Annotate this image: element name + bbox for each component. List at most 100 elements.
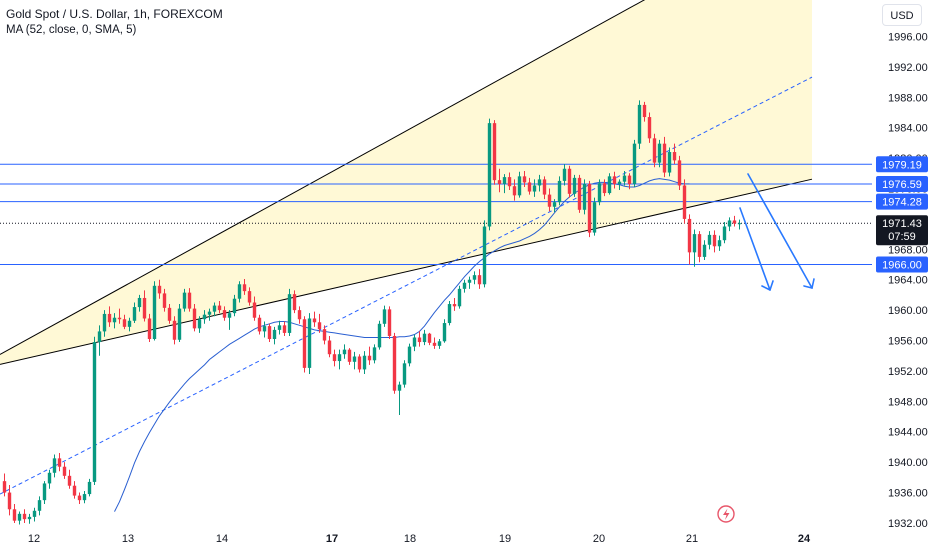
level-badge-text: 1966.00 <box>882 260 922 272</box>
candle-body <box>557 180 562 203</box>
candle-body <box>42 483 47 501</box>
candle-body <box>67 475 72 486</box>
symbol-title[interactable]: Gold Spot / U.S. Dollar, 1h, FOREXCOM <box>6 7 223 21</box>
candle-body <box>157 285 162 294</box>
candle-body <box>677 160 682 186</box>
candle-body <box>492 123 497 181</box>
candle-body <box>247 291 252 303</box>
candle-body <box>542 179 547 195</box>
candle-body <box>642 104 647 118</box>
arrow-stroke-2 <box>747 173 813 289</box>
candle-body <box>502 177 507 184</box>
x-tick-label: 17 <box>326 533 338 545</box>
price-axis[interactable]: 1996.001992.001988.001984.001980.001976.… <box>888 31 928 529</box>
candle-body <box>612 176 617 184</box>
channel-layer <box>0 0 813 495</box>
x-tick-label: 20 <box>593 533 605 545</box>
channel-upper-line <box>0 0 646 355</box>
candle-body <box>172 320 177 340</box>
candle-body <box>47 472 52 484</box>
currency-button[interactable]: USD <box>882 4 922 26</box>
candle-body <box>32 510 37 517</box>
candle-body <box>252 302 257 318</box>
lightning-icon[interactable] <box>717 505 735 523</box>
candle-body <box>217 305 222 311</box>
chart-legend: Gold Spot / U.S. Dollar, 1h, FOREXCOM MA… <box>6 6 223 38</box>
candle-body <box>147 318 152 340</box>
candle-body <box>167 307 172 321</box>
y-tick-label: 1952.00 <box>888 366 928 378</box>
candle-body <box>282 325 287 333</box>
level-badge <box>876 193 928 210</box>
candle-body <box>237 284 242 299</box>
candle-body <box>392 335 397 391</box>
candle-body <box>407 346 412 364</box>
candle-body <box>372 347 377 361</box>
candle-body <box>267 326 272 340</box>
candle-body <box>187 292 192 309</box>
candle-body <box>692 234 697 253</box>
candle-body <box>207 311 212 315</box>
candle-body <box>537 179 542 186</box>
candle-body <box>272 329 277 340</box>
candle-body <box>562 168 567 181</box>
candle-body <box>547 194 552 207</box>
candle-body <box>607 176 612 194</box>
candle-body <box>707 234 712 245</box>
candle-body <box>317 322 322 330</box>
candle-body <box>202 314 207 320</box>
candle-body <box>227 313 232 318</box>
candle-body <box>367 355 372 361</box>
candles-layer <box>2 100 742 525</box>
candle-body <box>552 202 557 207</box>
candle-body <box>687 218 692 253</box>
indicator-label[interactable]: MA (52, close, 0, SMA, 5) <box>6 24 137 36</box>
candle-body <box>27 516 32 520</box>
candle-body <box>602 183 607 194</box>
candle-body <box>277 325 282 330</box>
candle-body <box>472 275 477 280</box>
x-tick-label: 18 <box>404 533 416 545</box>
level-badge-text: 1979.19 <box>882 159 922 171</box>
candle-body <box>467 279 472 283</box>
candle-body <box>37 500 42 511</box>
time-axis[interactable]: 12 13 14 17 18 19 20 21 24 <box>28 533 811 545</box>
candle-body <box>97 331 102 343</box>
arrow-stroke-1 <box>761 280 774 291</box>
candle-body <box>72 485 77 496</box>
level-badge <box>876 176 928 193</box>
candle-body <box>652 138 657 163</box>
horizontal-levels <box>0 163 872 266</box>
candle-body <box>462 282 467 289</box>
candle-body <box>62 466 67 476</box>
candle-body <box>637 104 642 144</box>
x-tick-label: 19 <box>499 533 511 545</box>
candle-body <box>307 318 312 368</box>
candle-body <box>192 308 197 329</box>
candle-body <box>582 183 587 210</box>
candle-body <box>332 354 337 362</box>
candle-body <box>432 342 437 346</box>
candle-body <box>577 177 582 210</box>
candle-body <box>497 180 502 184</box>
candle-body <box>82 494 87 501</box>
candle-body <box>182 292 187 309</box>
candle-body <box>737 223 742 225</box>
candle-body <box>727 220 732 227</box>
projection-arrows <box>739 173 815 291</box>
candle-body <box>327 340 332 355</box>
candle-body <box>482 226 487 285</box>
candle-body <box>337 354 342 362</box>
candle-body <box>672 152 677 161</box>
candle-body <box>102 313 107 332</box>
candle-body <box>92 342 97 482</box>
candle-body <box>132 307 137 321</box>
candle-body <box>377 323 382 348</box>
candle-body <box>117 317 122 320</box>
candle-body <box>712 234 717 247</box>
candle-body <box>517 176 522 196</box>
candle-body <box>342 349 347 355</box>
candle-body <box>417 337 422 343</box>
